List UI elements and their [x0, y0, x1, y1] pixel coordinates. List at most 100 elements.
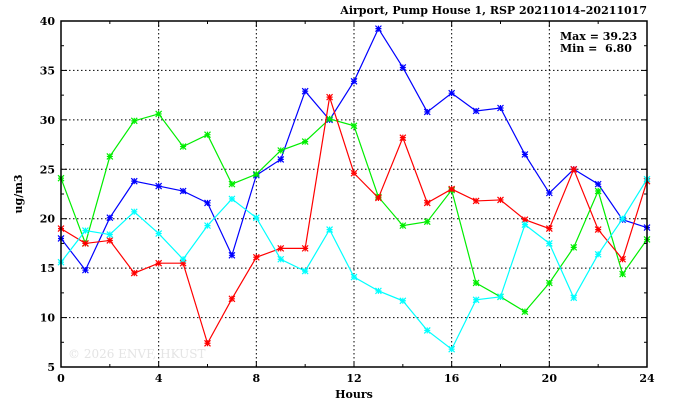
data-point — [326, 226, 334, 234]
data-point — [277, 147, 285, 154]
data-point — [594, 187, 602, 195]
data-point — [448, 89, 456, 97]
data-point — [81, 266, 89, 274]
data-point — [130, 177, 138, 185]
grid — [61, 21, 647, 367]
data-point — [130, 269, 138, 277]
data-point — [472, 197, 480, 205]
data-point — [155, 230, 163, 237]
data-point — [179, 187, 187, 195]
data-point — [472, 279, 480, 287]
x-tick-label: 12 — [346, 372, 361, 385]
data-point — [277, 255, 285, 263]
series-blue — [57, 25, 651, 274]
data-point — [423, 326, 431, 334]
data-point — [497, 196, 504, 204]
x-tick-label: 16 — [444, 372, 460, 385]
watermark: © 2026 ENVF, HKUST — [68, 347, 206, 361]
x-tick-label: 0 — [57, 372, 65, 385]
x-tick-label: 20 — [542, 372, 558, 385]
max-annotation: Max = 39.23 — [560, 30, 637, 43]
data-point — [301, 267, 309, 275]
data-point — [570, 294, 578, 302]
data-point — [374, 287, 382, 295]
data-point — [594, 250, 602, 258]
data-point — [594, 226, 602, 234]
data-point — [326, 93, 334, 101]
data-point — [545, 225, 553, 233]
data-point — [81, 227, 89, 235]
data-point — [155, 182, 163, 190]
data-point — [497, 104, 504, 112]
data-point — [619, 215, 627, 223]
data-point — [594, 180, 602, 188]
y-tick-label: 25 — [40, 163, 55, 176]
data-point — [252, 214, 260, 222]
data-point — [374, 194, 382, 202]
data-point — [619, 255, 627, 263]
data-point — [179, 255, 187, 263]
data-point — [399, 222, 407, 230]
y-tick-label: 20 — [40, 213, 56, 226]
data-point — [204, 222, 211, 230]
data-point — [301, 244, 309, 252]
data-point — [106, 231, 114, 238]
data-point — [399, 64, 407, 71]
data-point — [472, 107, 480, 115]
data-point — [106, 214, 114, 222]
chart-title: Airport, Pump House 1, RSP 20211014–2021… — [339, 4, 647, 17]
data-point — [350, 122, 358, 130]
data-point — [228, 195, 236, 203]
series-red — [57, 93, 651, 347]
data-point — [545, 240, 553, 247]
data-point — [497, 293, 504, 301]
data-point — [81, 240, 89, 247]
data-point — [106, 153, 114, 160]
series-group — [57, 25, 651, 353]
data-point — [130, 117, 138, 125]
data-point — [301, 87, 309, 95]
data-point — [619, 270, 627, 278]
data-point — [545, 279, 553, 287]
data-point — [423, 218, 431, 226]
data-point — [521, 216, 529, 224]
data-point — [155, 259, 163, 267]
data-point — [423, 108, 431, 116]
data-point — [204, 199, 211, 207]
data-point — [155, 110, 163, 118]
y-tick-label: 5 — [47, 361, 55, 374]
data-point — [545, 189, 553, 197]
data-point — [204, 131, 211, 139]
data-point — [179, 259, 187, 267]
data-point — [521, 151, 529, 158]
data-point — [130, 208, 138, 216]
data-point — [521, 308, 529, 316]
y-tick-label: 15 — [40, 262, 55, 275]
data-point — [374, 25, 382, 33]
x-axis-label: Hours — [335, 388, 373, 401]
x-tick-label: 24 — [639, 372, 655, 385]
data-point — [106, 237, 114, 244]
data-point — [399, 297, 407, 305]
data-point — [472, 296, 480, 304]
data-point — [277, 244, 285, 252]
y-axis-label: ug/m3 — [12, 175, 25, 214]
data-point — [448, 345, 456, 353]
data-point — [228, 295, 236, 303]
data-point — [277, 155, 285, 163]
data-point — [301, 138, 309, 146]
data-point — [570, 165, 578, 173]
data-point — [350, 273, 358, 281]
x-tick-label: 4 — [155, 372, 163, 385]
y-tick-label: 40 — [40, 15, 56, 28]
data-point — [179, 143, 187, 150]
data-point — [350, 169, 358, 177]
data-point — [448, 185, 456, 193]
axis-ticks: 5 10 15 20 25 30 35 40 0 4 8 12 16 20 24 — [40, 15, 655, 385]
data-point — [399, 134, 407, 142]
data-point — [350, 77, 358, 85]
x-tick-label: 8 — [253, 372, 261, 385]
y-tick-label: 10 — [40, 312, 56, 325]
y-tick-label: 30 — [40, 114, 56, 127]
